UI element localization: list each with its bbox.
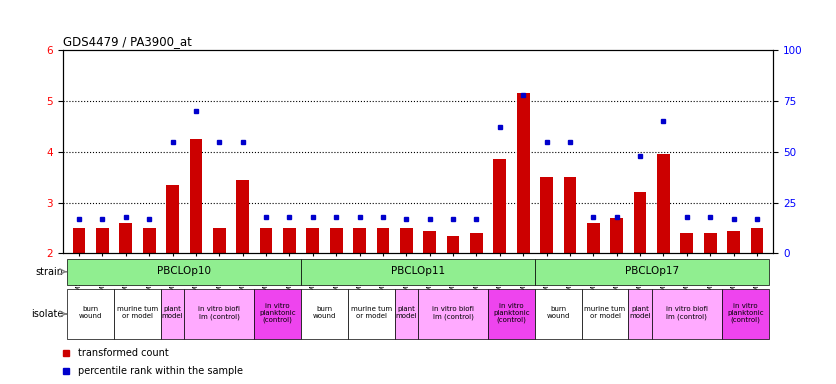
Bar (184, 289, 254, 339)
Text: murine tum
or model: murine tum or model (584, 306, 625, 319)
Bar (96, 228, 109, 253)
Bar (68, 259, 301, 285)
Text: murine tum
or model: murine tum or model (350, 306, 392, 319)
Bar (423, 230, 436, 253)
Bar (348, 289, 395, 339)
Text: plant
model: plant model (161, 306, 183, 319)
Bar (540, 177, 553, 253)
Bar (166, 185, 179, 253)
Bar (535, 289, 582, 339)
Bar (190, 139, 202, 253)
Bar (120, 223, 132, 253)
Text: in vitro biofi
lm (control): in vitro biofi lm (control) (432, 306, 474, 319)
Bar (610, 218, 623, 253)
Bar (418, 289, 488, 339)
Text: plant
model: plant model (395, 306, 417, 319)
Text: in vitro biofi
lm (control): in vitro biofi lm (control) (198, 306, 240, 319)
Bar (213, 228, 226, 253)
Bar (493, 159, 507, 253)
Bar (68, 289, 115, 339)
Bar (470, 233, 483, 253)
Text: strain: strain (35, 266, 64, 277)
Bar (73, 228, 85, 253)
Bar (704, 233, 716, 253)
Bar (727, 230, 740, 253)
Bar (446, 236, 460, 253)
Bar (517, 93, 530, 253)
Bar (657, 154, 670, 253)
Bar (329, 228, 343, 253)
Text: in vitro
planktonic
(control): in vitro planktonic (control) (259, 303, 296, 323)
Text: percentile rank within the sample: percentile rank within the sample (79, 366, 243, 376)
Bar (629, 289, 652, 339)
Bar (283, 228, 296, 253)
Bar (260, 228, 273, 253)
Text: in vitro
planktonic
(control): in vitro planktonic (control) (493, 303, 530, 323)
Text: transformed count: transformed count (79, 348, 169, 358)
Bar (254, 289, 301, 339)
Bar (376, 228, 390, 253)
Bar (535, 259, 768, 285)
Bar (301, 259, 535, 285)
Bar (143, 228, 155, 253)
Text: burn
wound: burn wound (79, 306, 103, 319)
Bar (115, 289, 161, 339)
Bar (681, 233, 693, 253)
Text: burn
wound: burn wound (547, 306, 570, 319)
Bar (634, 192, 646, 253)
Text: in vitro biofi
lm (control): in vitro biofi lm (control) (665, 306, 708, 319)
Text: PBCLOp11: PBCLOp11 (391, 266, 445, 276)
Bar (353, 228, 366, 253)
Text: isolate: isolate (31, 309, 64, 319)
Bar (395, 289, 418, 339)
Bar (488, 289, 535, 339)
Bar (587, 223, 599, 253)
Text: plant
model: plant model (630, 306, 651, 319)
Bar (301, 289, 348, 339)
Text: GDS4479 / PA3900_at: GDS4479 / PA3900_at (63, 35, 191, 48)
Bar (652, 289, 721, 339)
Bar (237, 180, 249, 253)
Text: PBCLOp10: PBCLOp10 (157, 266, 212, 276)
Bar (582, 289, 629, 339)
Bar (563, 177, 576, 253)
Text: burn
wound: burn wound (313, 306, 336, 319)
Text: in vitro
planktonic
(control): in vitro planktonic (control) (727, 303, 763, 323)
Bar (400, 228, 413, 253)
Bar (751, 228, 763, 253)
Bar (161, 289, 184, 339)
Bar (306, 228, 319, 253)
Text: murine tum
or model: murine tum or model (117, 306, 158, 319)
Text: PBCLOp17: PBCLOp17 (624, 266, 679, 276)
Bar (721, 289, 768, 339)
